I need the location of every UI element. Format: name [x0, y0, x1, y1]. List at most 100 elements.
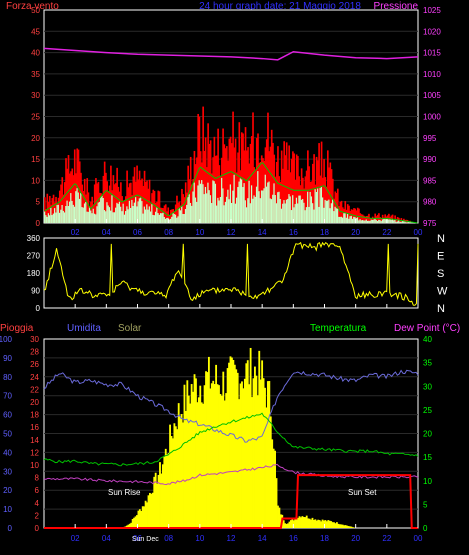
wind-avg-bar: [408, 221, 410, 223]
wind-gust-bar: [395, 218, 398, 223]
solar-bar: [317, 519, 320, 528]
wind-avg-bar: [292, 195, 294, 223]
wind-avg-bar: [374, 218, 377, 223]
wind-avg-bar: [265, 186, 268, 223]
wind-gust-bar: [168, 215, 171, 223]
wind-avg-bar: [268, 181, 271, 223]
wind-gust-bar: [96, 183, 99, 223]
direction-tick-label: 90: [31, 287, 40, 296]
wind-avg-bar: [128, 200, 131, 223]
wind-avg-bar: [57, 204, 60, 223]
solar-bar: [265, 407, 268, 528]
wind-gust-bar: [97, 182, 100, 223]
x-tick-label: 06: [133, 228, 142, 237]
solar-bar: [288, 521, 291, 528]
temperature-tick-label: 10: [423, 477, 432, 486]
wind-gust-bar: [290, 158, 293, 223]
wind-gust-bar: [320, 141, 323, 223]
wind-gust-bar: [142, 185, 145, 223]
wind-gust-bar: [158, 191, 161, 223]
wind-gust-bar: [234, 138, 237, 223]
solar-bar: [174, 426, 177, 528]
wind-avg-bar: [405, 222, 408, 223]
solar-bar: [137, 510, 140, 528]
wind-avg-bar: [214, 183, 217, 223]
wind-avg-bar: [329, 208, 332, 223]
wind-avg-bar: [280, 208, 283, 223]
wind-avg-bar: [86, 211, 89, 223]
wind-gust-bar: [270, 129, 273, 223]
solar-bar: [146, 502, 148, 528]
rain-tick-label: 8: [35, 474, 40, 483]
wind-avg-bar: [163, 216, 166, 223]
wind-gust-bar: [217, 128, 219, 223]
wind-avg-bar: [112, 212, 115, 223]
x-tick-label: 14: [258, 228, 267, 237]
wind-avg-bar: [126, 206, 128, 223]
wind-avg-bar: [390, 219, 393, 223]
wind-gust-bar: [375, 216, 378, 223]
wind-avg-bar: [204, 186, 207, 223]
wind-avg-bar: [125, 211, 127, 223]
wind-avg-bar: [199, 183, 202, 223]
wind-axis-title: Forza vento: [6, 1, 59, 12]
wind-avg-bar: [360, 220, 363, 223]
wind-avg-bar: [254, 196, 257, 223]
wind-avg-bar: [173, 213, 176, 223]
wind-avg-bar: [81, 207, 84, 223]
solar-bar: [301, 516, 304, 528]
wind-avg-bar: [113, 212, 116, 223]
wind-gust-bar: [95, 178, 97, 223]
wind-avg-bar: [191, 205, 193, 223]
solar-bar: [196, 402, 199, 528]
solar-bar: [269, 416, 272, 528]
wind-avg-bar: [232, 190, 234, 223]
wind-avg-bar: [381, 219, 384, 223]
pressure-tick-label: 1025: [423, 6, 441, 15]
solar-bar: [242, 388, 245, 528]
solar-bar: [233, 364, 236, 528]
wind-avg-bar: [343, 213, 345, 223]
wind-gust-bar: [330, 169, 333, 223]
wind-avg-bar: [48, 215, 51, 223]
wind-avg-bar: [224, 201, 227, 223]
wind-avg-bar: [260, 190, 263, 223]
wind-gust-bar: [292, 151, 294, 223]
wind-gust-bar: [203, 150, 206, 223]
wind-avg-bar: [331, 199, 334, 223]
solar-bar: [189, 403, 192, 528]
x-tick-label: 00: [414, 228, 423, 237]
wind-avg-bar: [149, 211, 152, 223]
x-tick-label: 10: [195, 534, 204, 543]
x-tick-label: 12: [227, 228, 236, 237]
wind-avg-bar: [234, 203, 237, 223]
wind-avg-bar: [207, 182, 209, 223]
solar-bar: [310, 519, 312, 528]
pressure-line: [43, 47, 419, 61]
solar-bar: [125, 525, 128, 528]
x-tick-label: 20: [351, 534, 360, 543]
wind-avg-bar: [320, 187, 323, 223]
wind-gust-bar: [223, 144, 226, 223]
wind-avg-bar: [324, 199, 327, 223]
solar-bar: [340, 524, 343, 528]
direction-tick-label: 180: [27, 269, 41, 278]
wind-avg-bar: [44, 211, 46, 223]
solar-bar: [150, 493, 153, 528]
solar-bar: [156, 483, 159, 528]
pressure-tick-label: 1000: [423, 113, 441, 122]
wind-gust-bar: [355, 210, 358, 223]
solar-bar: [266, 381, 269, 528]
wind-avg-bar: [171, 216, 173, 223]
solar-bar: [199, 385, 202, 528]
solar-bar: [183, 384, 186, 528]
solar-bar: [127, 524, 130, 528]
wind-gust-bar: [284, 155, 287, 223]
wind-gust-bar: [120, 182, 122, 223]
wind-gust-bar: [363, 215, 365, 223]
wind-gust-bar: [371, 216, 374, 223]
wind-gust-bar: [52, 194, 55, 223]
wind-gust-bar: [105, 172, 107, 223]
wind-gust-bar: [231, 143, 233, 223]
wind-gust-bar: [282, 168, 284, 223]
